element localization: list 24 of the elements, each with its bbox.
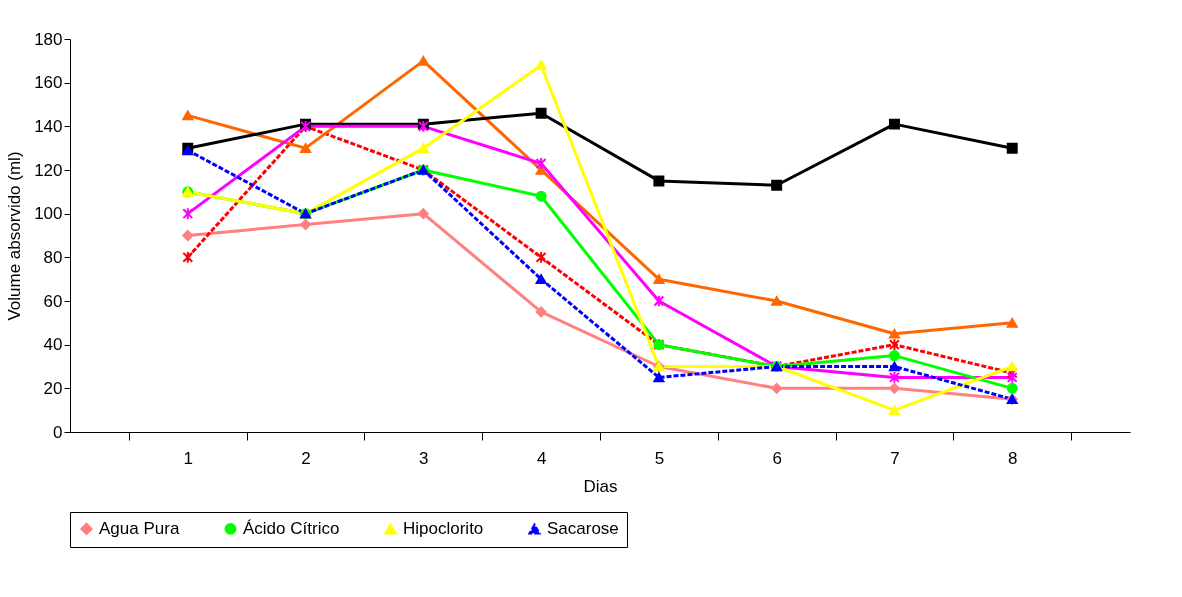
- y-tick-label: 140: [34, 116, 63, 136]
- x-axis-title: Dias: [583, 476, 618, 496]
- x-tick-label: 3: [419, 448, 429, 468]
- x-tick-label: 1: [183, 448, 194, 468]
- y-tick-label: 20: [43, 378, 63, 398]
- y-axis-title: Volume absorvido (ml): [5, 151, 25, 321]
- x-tick-label: 5: [654, 448, 665, 468]
- y-tick-label: 120: [34, 160, 63, 180]
- x-tick-label: 8: [1007, 448, 1018, 468]
- legend-label: Agua Pura: [99, 518, 180, 538]
- x-tick-label: 6: [772, 448, 782, 468]
- x-tick-label: 4: [536, 448, 547, 468]
- y-tick-label: 0: [53, 422, 63, 442]
- legend-label: Sacarose: [547, 519, 619, 539]
- y-tick-label: 60: [43, 291, 63, 311]
- x-tick-label: 2: [301, 448, 311, 468]
- y-tick-label: 160: [34, 73, 63, 93]
- y-tick-label: 80: [43, 247, 63, 267]
- legend-label: Hipoclorito: [403, 519, 484, 539]
- y-tick-label: 40: [43, 335, 63, 355]
- legend-label: Ácido Cítrico: [243, 518, 340, 538]
- y-tick-label: 100: [34, 204, 63, 224]
- x-tick-label: 7: [890, 448, 900, 468]
- y-tick-label: 180: [34, 29, 63, 49]
